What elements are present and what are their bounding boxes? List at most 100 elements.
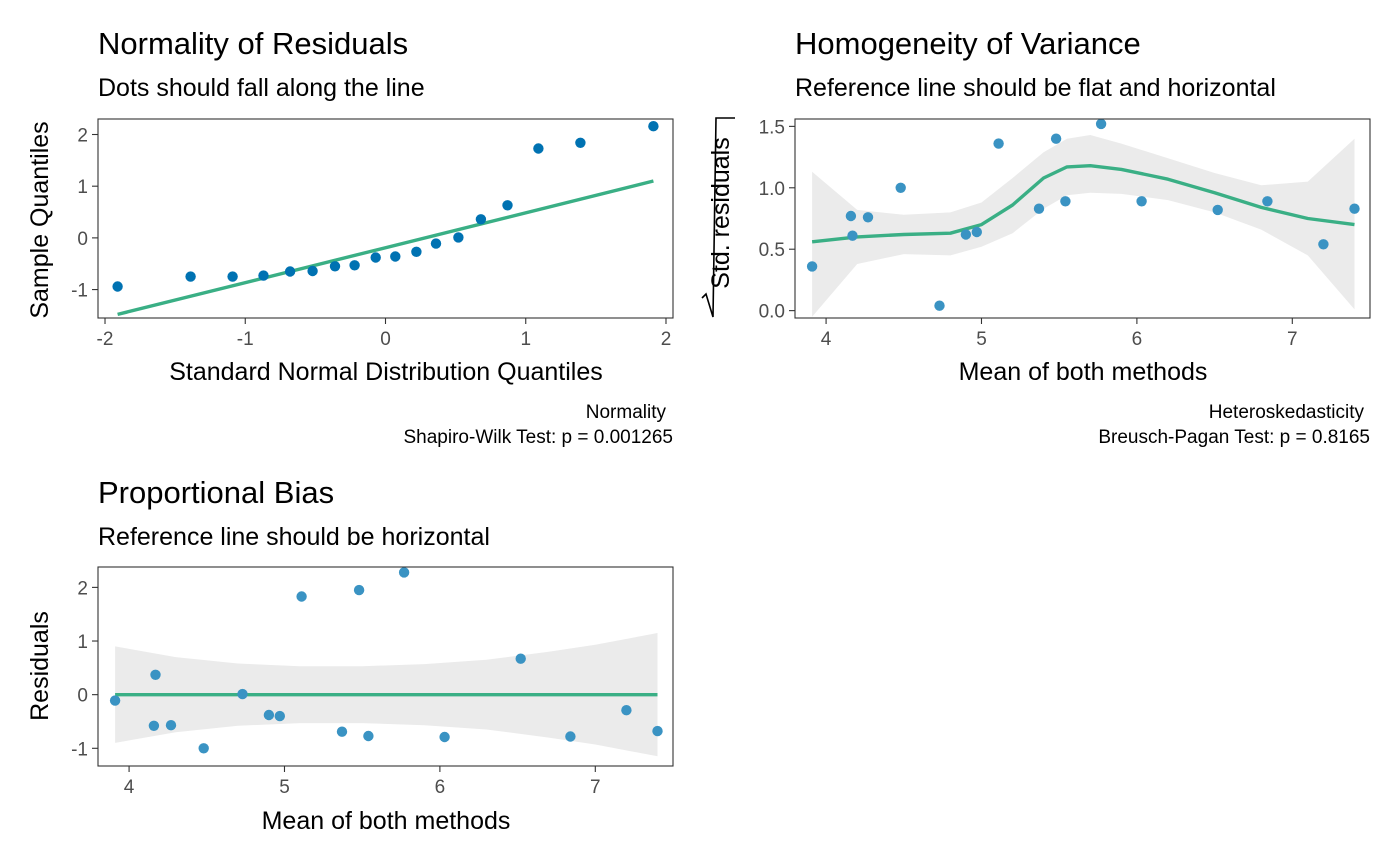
x-tick-label: 6 [1132,329,1143,350]
data-point [390,251,401,262]
x-tick-label: 1 [520,329,531,350]
x-tick-label: 4 [124,777,135,798]
normality-caption-test: Shapiro-Wilk Test: p = 0.001265 [404,427,674,448]
data-point [1060,196,1071,207]
data-point [112,281,123,292]
data-point [895,182,906,193]
x-tick-label: 2 [661,329,672,350]
data-point [349,260,360,271]
data-point [575,137,586,148]
data-point [453,232,464,243]
data-point [284,266,296,277]
y-tick-label: 1.5 [759,117,785,138]
smooth-line [811,163,1355,244]
y-tick-label: 1.0 [759,179,785,200]
y-tick-label: 2 [77,578,88,599]
data-point [307,265,318,277]
data-point [1262,196,1273,207]
bias-plot-area: 4 5 6 7 -1 0 1 2 [71,566,674,798]
normality-title: Normality of Residuals [98,26,408,61]
data-point [258,270,269,281]
bias-subtitle: Reference line should be horizontal [98,523,490,551]
y-tick-label: -1 [71,739,88,760]
data-point [237,688,248,700]
data-point [1095,118,1107,130]
x-tick-label: 4 [821,329,832,350]
x-tick-label: 7 [1287,329,1298,350]
homogeneity-caption-test: Breusch-Pagan Test: p = 0.8165 [1098,427,1370,448]
homogeneity-y-axis-title: Std. residuals [701,117,735,318]
data-point [296,591,307,602]
data-point [515,653,526,664]
data-point [1033,203,1045,214]
data-point [150,669,161,680]
data-point [652,725,663,737]
y-tick-label: 0 [77,229,88,250]
x-tick-label: -1 [237,329,254,350]
data-point [862,212,874,223]
data-point [198,743,209,754]
data-point [329,261,341,272]
data-point [648,121,659,132]
x-tick-label: 6 [435,777,446,798]
data-point [411,246,422,257]
data-point [960,229,972,240]
data-point [475,214,487,225]
homogeneity-x-axis-title: Mean of both methods [959,358,1208,386]
y-tick-label: 1 [77,632,88,653]
data-point [185,271,196,282]
x-tick-label: 5 [976,329,987,350]
data-point [165,720,177,731]
data-point [370,252,381,263]
homogeneity-plot-area: 4 5 6 7 0.0 0.5 1.0 1.5 [759,117,1371,350]
bias-x-axis-title: Mean of both methods [262,807,511,835]
homogeneity-subtitle: Reference line should be flat and horizo… [795,74,1276,102]
data-point [109,695,121,706]
data-point [430,238,442,249]
x-tick-label: -2 [97,329,114,350]
y-tick-label: 0 [77,686,88,707]
reference-line [117,179,654,317]
sqrt-symbol [701,117,735,318]
x-tick-label: 5 [279,777,290,798]
data-point [502,200,513,211]
data-point [1050,133,1062,144]
data-point [148,720,160,731]
data-point [439,731,450,743]
homogeneity-title: Homogeneity of Variance [795,26,1141,61]
data-point [565,731,576,742]
data-point [934,300,945,311]
data-point [1349,203,1360,214]
x-tick-label: 0 [380,329,391,350]
data-point [971,226,982,238]
panel-homogeneity: Homogeneity of Variance Reference line s… [701,26,1371,448]
y-tick-label: 1 [77,177,88,198]
data-point [274,710,285,722]
x-tick-label: 7 [590,777,601,798]
y-tick-label: 0.0 [759,302,785,323]
normality-plot-area: -2 -1 0 1 2 -1 0 1 2 [71,118,674,350]
confidence-band [812,135,1355,317]
data-point [227,271,238,282]
y-tick-label: 0.5 [759,240,785,261]
panel-border [97,118,674,319]
panel-normality: Normality of Residuals Dots should fall … [26,26,674,448]
data-point [398,567,410,578]
bias-title: Proportional Bias [98,475,334,510]
data-point [363,730,374,742]
bias-y-axis-title: Residuals [26,611,54,721]
normality-subtitle: Dots should fall along the line [98,74,425,102]
y-tick-label: -1 [71,281,88,302]
data-point [993,138,1004,149]
y-tick-label: 2 [77,126,88,147]
data-point [1318,239,1329,250]
data-point [621,705,632,716]
data-point [1212,204,1223,216]
data-point [806,261,818,272]
data-point [1136,196,1147,207]
data-point [845,210,857,222]
normality-caption-label: Normality [586,402,667,423]
data-point [847,230,858,241]
panel-proportional-bias: Proportional Bias Reference line should … [26,475,674,835]
